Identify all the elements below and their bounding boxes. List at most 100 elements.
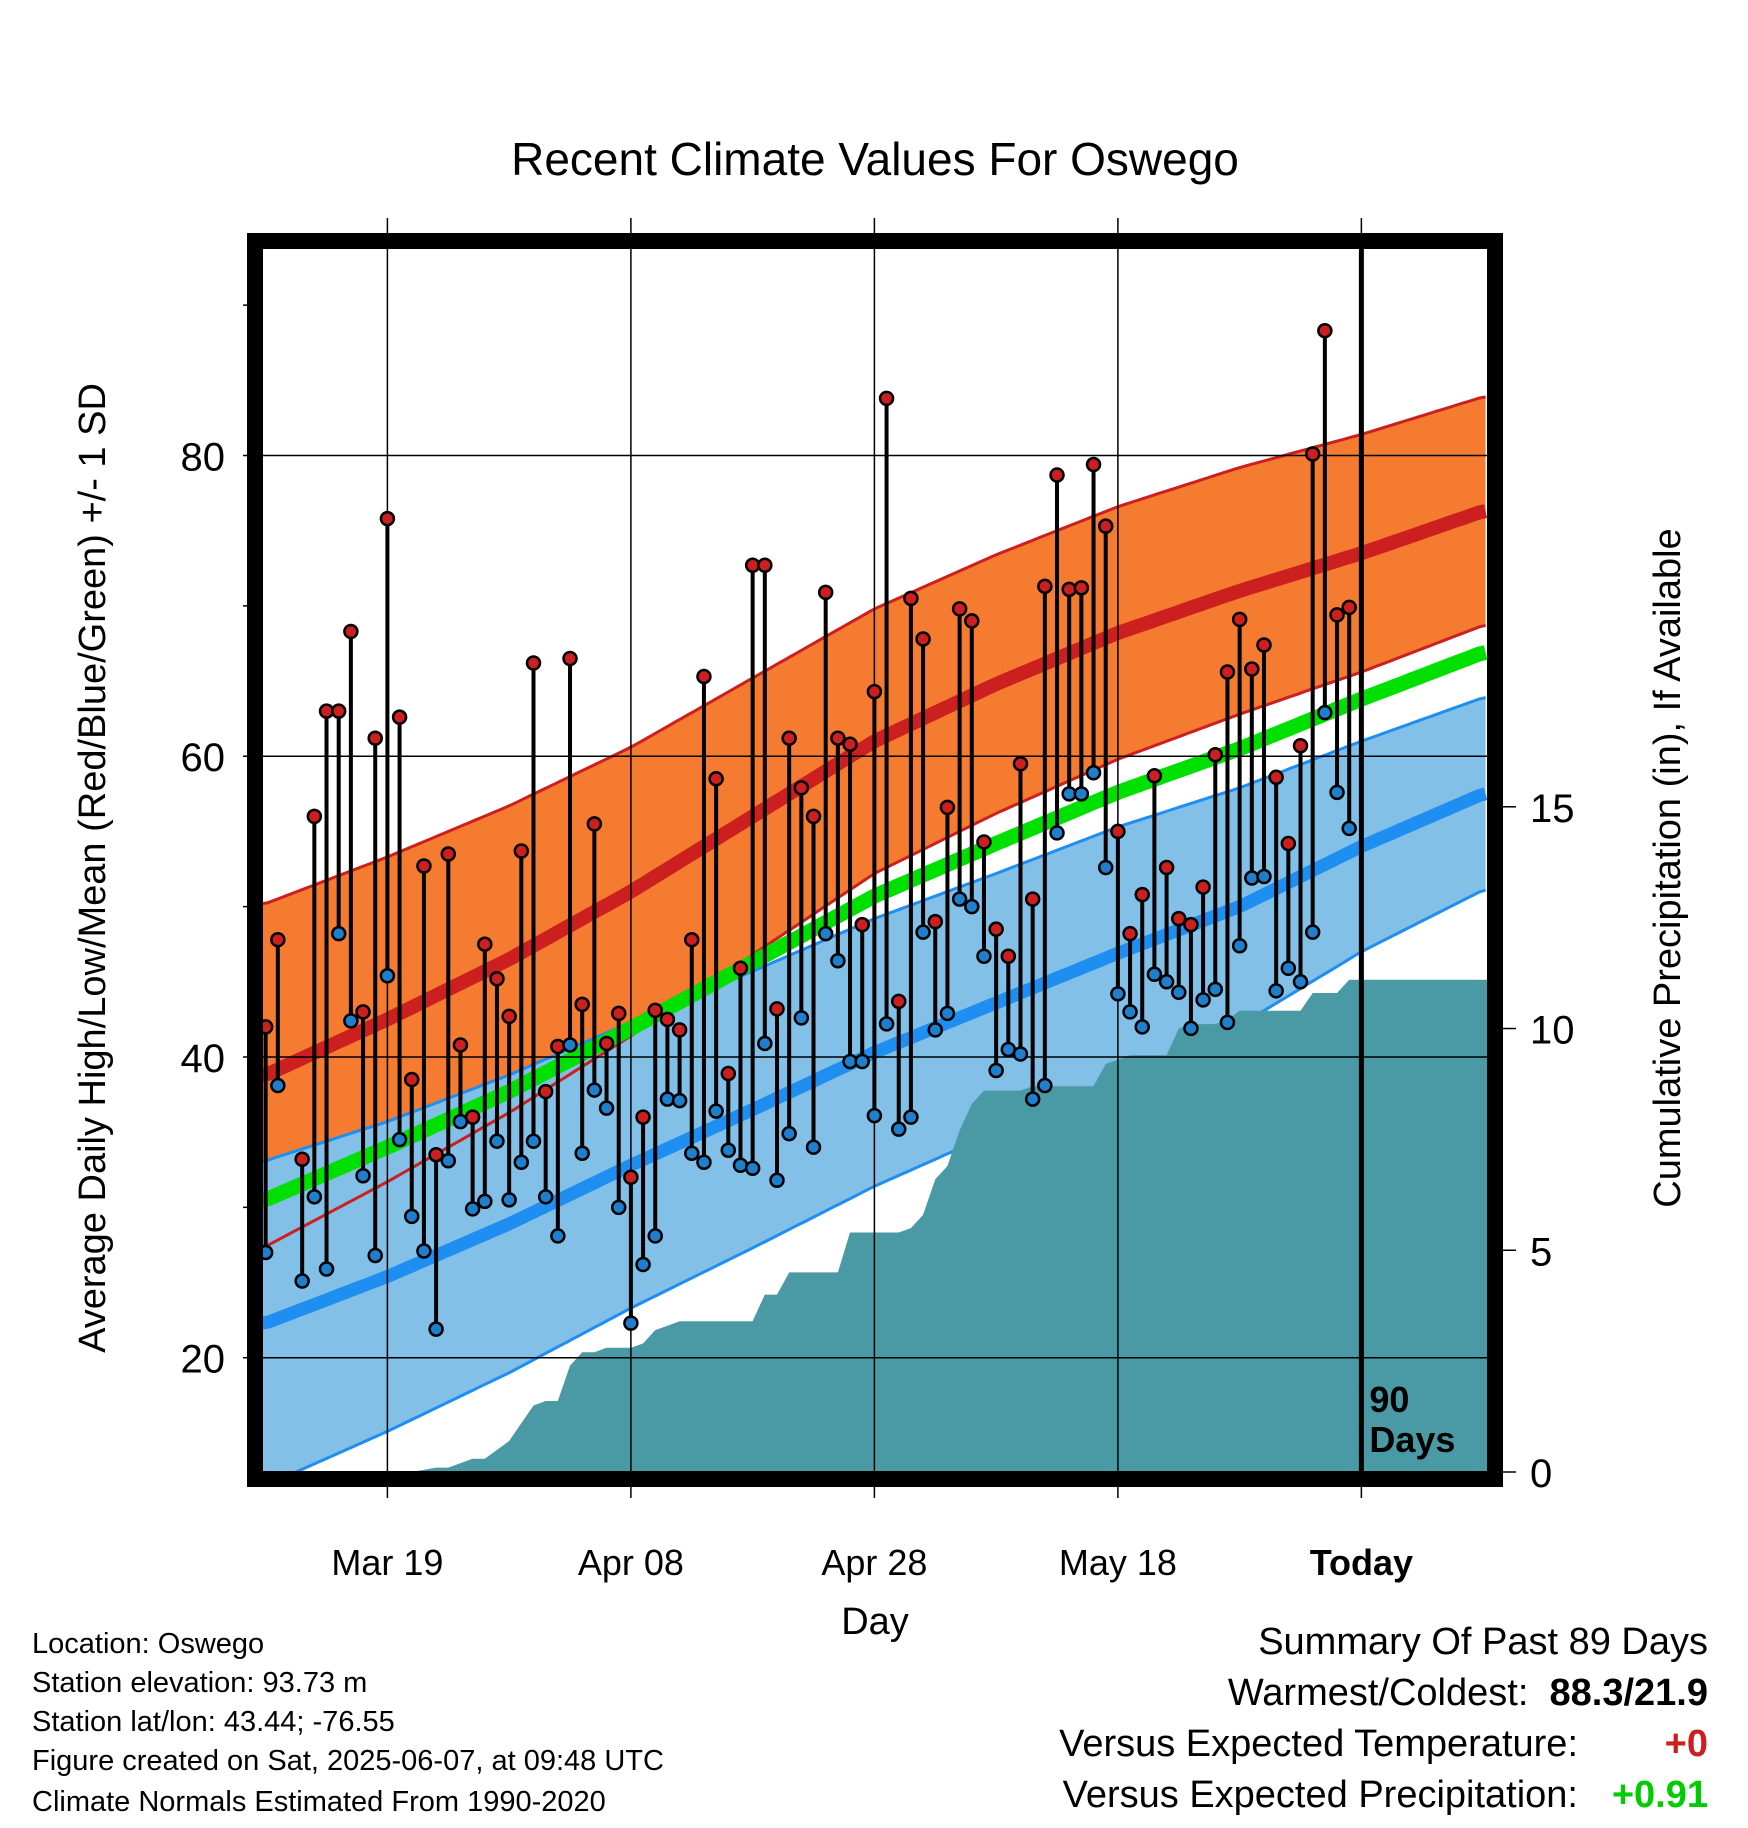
high-temp-point [330,703,347,719]
latlon-text: Station lat/lon: 43.44; -76.55 [32,1706,395,1738]
low-temp-point [294,1273,310,1289]
high-temp-point [586,816,603,832]
low-temp-point [574,1145,590,1161]
high-temp-point [817,584,834,601]
high-temp-point [903,590,919,607]
high-temp-point [489,971,505,987]
low-temp-point [1231,937,1248,954]
high-temp-point [574,996,590,1013]
high-temp-point [1134,886,1150,903]
high-temp-point [964,613,980,629]
high-temp-point [842,736,858,752]
precip-anomaly-value: +0.91 [1611,1774,1708,1816]
high-temp-point [951,601,968,617]
low-temp-point [598,1100,615,1116]
high-temp-point [343,623,359,640]
high-temp-point [501,1008,517,1025]
low-temp-point [330,925,347,942]
low-temp-point [343,1013,359,1029]
low-temp-point [440,1152,457,1169]
high-temp-point [854,916,870,933]
high-temp-point [1231,611,1248,628]
high-temp-point [1207,746,1224,763]
high-temp-point [403,1071,420,1088]
high-temp-point [416,858,432,874]
x-tick-label: May 18 [1059,1542,1177,1583]
precip-anomaly-label: Versus Expected Precipitation: [1062,1774,1578,1816]
high-temp-point [1292,737,1309,754]
low-temp-point [659,1091,676,1107]
x-tick-label: Apr 28 [821,1542,927,1583]
today-days-label: Days [1369,1419,1455,1460]
high-temp-point [1195,879,1211,895]
high-temp-point [1061,581,1077,598]
low-temp-point [1280,960,1297,977]
high-temp-point [1171,910,1187,927]
x-tick-label: Mar 19 [331,1542,443,1583]
high-temp-point [1280,835,1297,852]
high-temp-point [1341,599,1357,616]
y-tick-label: 20 [181,1338,226,1382]
low-temp-point [635,1256,651,1273]
high-temp-point [270,931,286,948]
high-temp-point [988,921,1004,937]
high-temp-point [1219,664,1236,680]
low-temp-point [1110,986,1126,1002]
low-temp-point [964,898,980,915]
low-temp-point [1024,1091,1041,1107]
low-temp-point [1244,870,1260,886]
y2-axis-label: Cumulative Precipitation (in), If Availa… [1647,528,1689,1207]
high-temp-point [464,1109,481,1125]
location-text: Location: Oswego [32,1628,265,1660]
high-temp-point [1049,467,1065,483]
summary-title: Summary Of Past 89 Days [1258,1621,1708,1663]
high-temp-point [1256,637,1272,653]
low-temp-point [878,1016,895,1032]
high-temp-point [1183,916,1199,933]
high-temp-point [1317,322,1333,339]
high-temp-point [367,730,383,746]
temp-anomaly-label: Versus Expected Temperature: [1059,1723,1578,1765]
high-temp-point [720,1065,737,1082]
normals-text: Climate Normals Estimated From 1990-2020 [32,1786,606,1818]
high-temp-point [793,780,810,796]
low-temp-point [939,1005,956,1022]
high-temp-point [696,668,712,685]
low-temp-point [1122,1004,1138,1020]
low-temp-point [903,1109,919,1125]
low-temp-point [1304,924,1321,940]
elevation-text: Station elevation: 93.73 m [32,1667,368,1699]
high-temp-point [379,510,396,527]
low-temp-point [708,1103,724,1119]
low-temp-point [988,1062,1004,1079]
y-axis-label: Average Daily High/Low/Mean (Red/Blue/Gr… [72,383,114,1353]
high-temp-point [1110,823,1126,840]
low-temp-point [830,952,846,969]
high-temp-point [1329,607,1345,623]
high-temp-point [452,1037,469,1053]
low-temp-point [306,1189,323,1205]
low-temp-point [562,1037,578,1053]
high-temp-point [708,771,724,787]
y-tick-label: 60 [181,736,226,780]
low-temp-point [355,1168,371,1184]
low-temp-point [550,1228,566,1244]
high-temp-point [262,1019,274,1035]
high-temp-point [355,1004,371,1020]
high-temp-point [781,730,797,746]
high-temp-point [391,709,408,725]
low-temp-point [623,1315,639,1331]
low-temp-point [1183,1020,1199,1037]
low-temp-point [696,1154,712,1170]
low-temp-point [927,1022,944,1038]
high-temp-point [1122,925,1138,942]
high-temp-point [1012,756,1029,772]
warmest-coldest-value: 88.3/21.9 [1549,1672,1708,1714]
low-temp-point [647,1228,663,1244]
high-temp-point [1073,580,1090,596]
low-temp-point [489,1133,505,1149]
high-temp-point [890,993,907,1010]
low-temp-point [951,891,968,907]
summary-warmest-coldest: Warmest/Coldest: 88.3/21.9 [1228,1672,1708,1715]
plot-area [262,248,1488,1472]
